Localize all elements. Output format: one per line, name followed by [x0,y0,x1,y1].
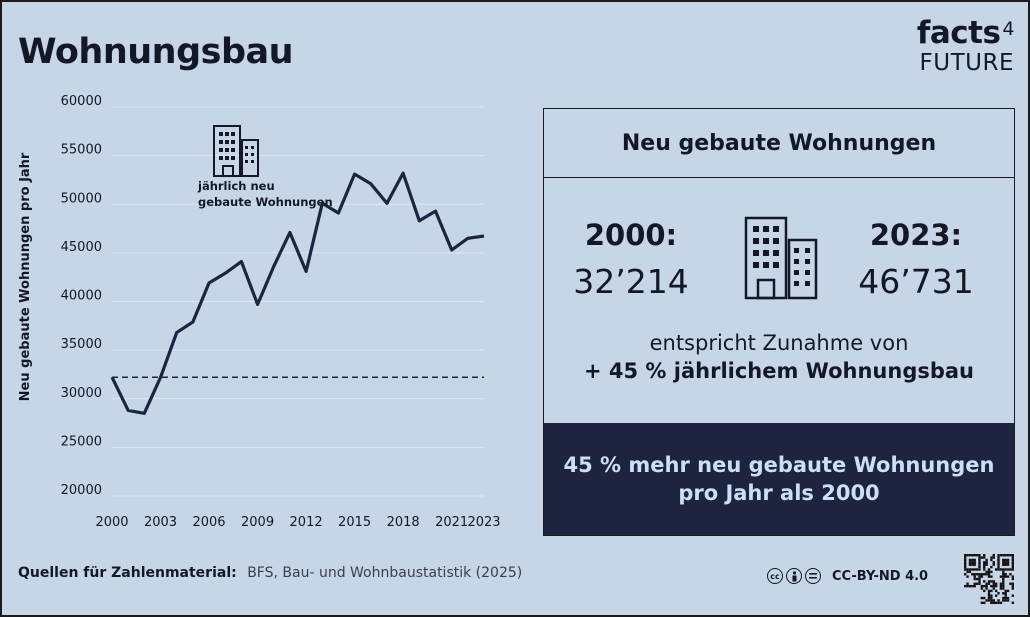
cc-icon: cc [767,568,783,584]
stat-2000: 2000: 32’214 [556,218,706,301]
x-tick-label: 2021 [435,515,468,530]
summary-panel: Neu gebaute Wohnungen 2000: 32’214 [543,108,1015,536]
y-axis-label: Neu gebaute Wohnungen pro Jahr [18,152,33,401]
building-icon [213,125,259,177]
panel-heading: Neu gebaute Wohnungen [544,109,1014,178]
page-title: Wohnungsbau [18,32,294,72]
y-tick-label: 60000 [61,94,102,109]
increase-line-1: entspricht Zunahme von [649,331,909,355]
x-tick-label: 2006 [192,515,225,530]
nd-icon [805,568,821,584]
highlight-line-2: pro Jahr als 2000 [678,481,880,505]
logo-superscript: 4 [1002,18,1014,40]
source-text: BFS, Bau- und Wohnbaustatistik (2025) [247,565,523,581]
increase-line-2: + 45 % jährlichem Wohnungsbau [583,359,975,383]
highlight-box: 45 % mehr neu gebaute Wohnungen pro Jahr… [544,423,1014,535]
x-tick-label: 2018 [387,515,420,530]
y-tick-label: 25000 [61,434,102,449]
series-line [110,171,485,415]
stat-2000-value: 32’214 [573,262,689,301]
y-tick-label: 35000 [61,337,102,352]
y-tick-label: 20000 [61,483,102,498]
logo-main-text: facts [916,15,1001,51]
y-tick-label: 40000 [61,289,102,304]
source-label: Quellen für Zahlenmaterial: [18,565,237,581]
stat-2000-label: 2000: [584,218,678,252]
annotation-line-2: gebaute Wohnungen [198,195,333,209]
x-tick-label: 2000 [95,515,128,530]
x-tick-label: 2009 [241,515,274,530]
qr-code [964,554,1014,604]
x-tick-label: 2003 [144,515,177,530]
logo-sub-text: FUTURE [919,50,1014,76]
stat-2023: 2023: 46’731 [841,218,991,301]
building-icon [744,216,818,300]
annotation-line-1: jährlich neu [197,179,275,193]
stats-area: 2000: 32’214 2023: [544,178,1014,423]
y-tick-label: 50000 [61,191,102,206]
y-tick-label: 55000 [61,143,102,158]
x-tick-label: 2015 [338,515,371,530]
stat-2023-label: 2023: [869,218,963,252]
license-badge: cc CC-BY-ND 4.0 [767,568,928,584]
x-tick-label: 2023 [467,515,500,530]
line-chart: 60000 55000 50000 45000 40000 35000 30000 25000… [18,94,501,530]
x-tick-label: 2012 [290,515,323,530]
by-icon [786,568,802,584]
increase-text: entspricht Zunahme von + 45 % jährlichem… [544,331,1014,383]
y-tick-label: 30000 [61,386,102,401]
facts4future-logo: facts 4 FUTURE [916,15,1015,76]
y-tick-label: 45000 [61,240,102,255]
stat-2023-value: 46’731 [858,262,974,301]
source-footer: Quellen für Zahlenmaterial: BFS, Bau- un… [18,565,522,581]
license-text: CC-BY-ND 4.0 [832,568,929,584]
highlight-line-1: 45 % mehr neu gebaute Wohnungen [563,453,995,477]
